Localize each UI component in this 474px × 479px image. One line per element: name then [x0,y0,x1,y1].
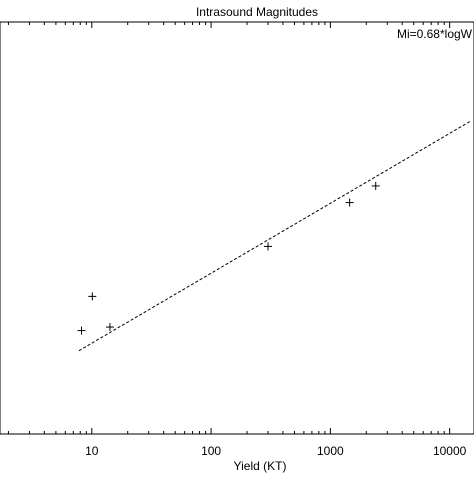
data-point [105,323,114,332]
data-point [263,242,272,251]
x-tick-label: 10000 [433,444,467,458]
plot-frame [0,21,474,435]
x-tick-label: 1000 [317,444,344,458]
data-point [88,292,97,301]
chart-title: Intrasound Magnitudes [196,5,318,19]
data-point [371,181,380,190]
data-point [77,326,86,335]
data-point [345,198,354,207]
fit-line [78,120,471,352]
data-points [77,181,380,335]
x-axis-ticks: 10 100 1000 10000 [7,22,467,458]
fit-equation-label: Mi=0.68*logW [397,27,473,41]
x-tick-label: 10 [85,444,99,458]
x-tick-label: 100 [201,444,221,458]
fit-line-layer [78,120,471,352]
x-axis-label: Yield (KT) [234,459,287,473]
